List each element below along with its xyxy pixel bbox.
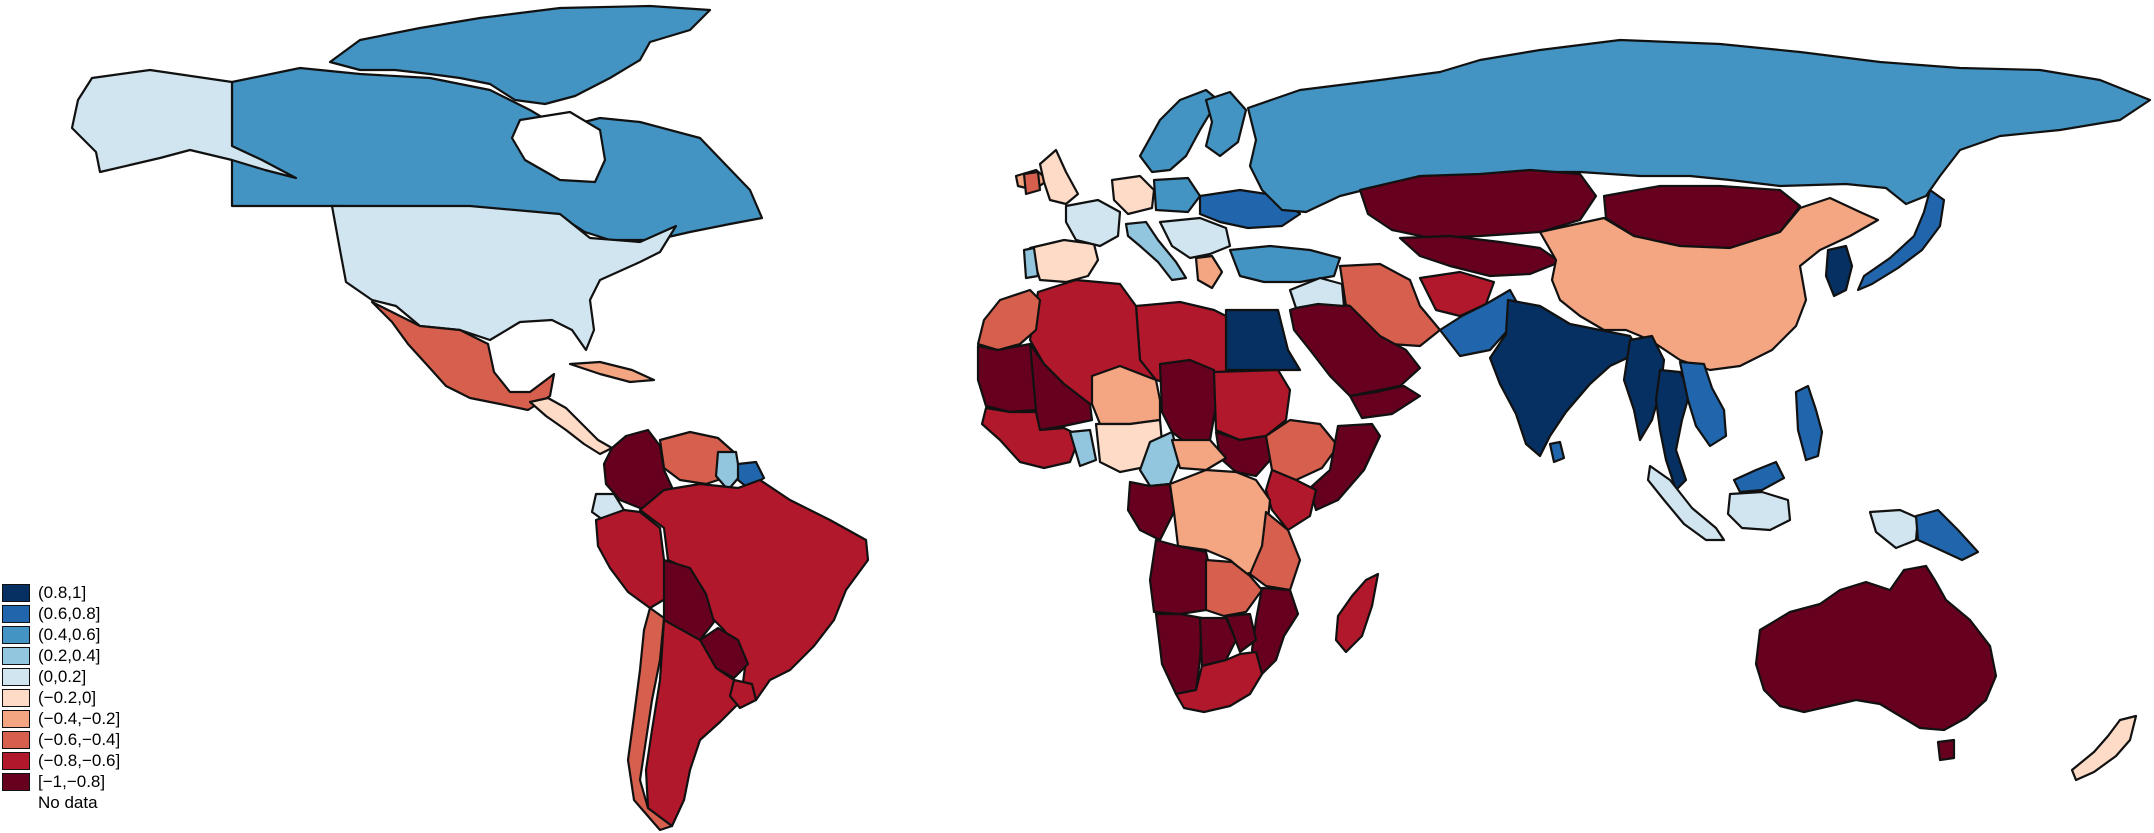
morocco-region — [976, 288, 1042, 352]
legend-item: (0.2,0.4] — [0, 646, 220, 667]
botswana-region — [1198, 616, 1238, 668]
poland-region — [1152, 176, 1202, 214]
central-america-region — [528, 396, 614, 456]
legend-label: (−0.8,−0.6] — [38, 751, 121, 770]
legend-item: (−0.2,0] — [0, 688, 220, 709]
legend-item: [−1,−0.8] — [0, 772, 220, 793]
usa-region — [330, 204, 678, 352]
russia-region — [1246, 38, 2152, 214]
legend-item: No data — [0, 793, 220, 814]
angola-region — [1148, 538, 1214, 616]
legend-swatch — [2, 584, 30, 602]
yemen-region — [1348, 384, 1422, 420]
legend-item: (0,0.2] — [0, 667, 220, 688]
legend-swatch — [2, 626, 30, 644]
legend-swatch — [2, 647, 30, 665]
papua-new-guinea-region — [1914, 508, 1980, 562]
greece-region — [1194, 254, 1224, 290]
legend-swatch — [2, 731, 30, 749]
legend-label: (−0.2,0] — [38, 688, 97, 707]
alaska-region — [70, 68, 298, 180]
central-african-republic-region — [1170, 438, 1228, 472]
legend-swatch — [2, 689, 30, 707]
legend-swatch — [2, 773, 30, 791]
myanmar-region — [1622, 334, 1666, 442]
legend-label: (0.4,0.6] — [38, 625, 101, 644]
legend-item: (0.6,0.8] — [0, 604, 220, 625]
legend-label: (0,0.2] — [38, 667, 87, 686]
legend-swatch — [2, 752, 30, 770]
japan-region — [1856, 188, 1946, 292]
legend-label: (0.8,1] — [38, 583, 87, 602]
australia-region — [1754, 564, 1998, 732]
legend-item: (−0.8,−0.6] — [0, 751, 220, 772]
uk-region — [1038, 148, 1080, 206]
zambia-region — [1204, 558, 1264, 618]
sudan-region — [1212, 368, 1292, 442]
india-region — [1488, 298, 1642, 458]
legend-swatch-no-data — [2, 794, 30, 812]
cuba-region — [568, 360, 656, 384]
legend-label: [−1,−0.8] — [38, 772, 106, 791]
south-africa-region — [1174, 650, 1264, 714]
sumatra-region — [1646, 464, 1726, 542]
balkans-region — [1158, 216, 1232, 260]
south-sudan-region — [1214, 430, 1274, 478]
map-legend: (0.8,1] (0.6,0.8] (0.4,0.6] (0.2,0.4] (0… — [0, 583, 220, 814]
legend-swatch — [2, 710, 30, 728]
legend-label: No data — [38, 793, 98, 812]
kazakhstan-region — [1358, 168, 1598, 240]
egypt-region — [1224, 308, 1302, 372]
mexico-region — [370, 300, 556, 412]
tanzania-region — [1248, 510, 1302, 592]
malaysia-region — [1732, 460, 1786, 494]
namibia-region — [1154, 612, 1204, 696]
legend-swatch — [2, 605, 30, 623]
uruguay-region — [728, 678, 758, 710]
sri-lanka-region — [1548, 440, 1566, 464]
central-asia-region — [1398, 234, 1562, 278]
west-new-guinea-region — [1868, 508, 1920, 550]
legend-label: (−0.4,−0.2] — [38, 709, 121, 728]
spain-region — [1028, 238, 1100, 284]
hudson-bay — [510, 110, 607, 184]
legend-item: (−0.4,−0.2] — [0, 709, 220, 730]
guyana-region — [714, 450, 742, 492]
philippines-region — [1794, 384, 1824, 462]
france-region — [1064, 198, 1122, 248]
legend-item: (−0.6,−0.4] — [0, 730, 220, 751]
turkey-region — [1228, 244, 1342, 284]
finland-region — [1204, 90, 1248, 158]
gabon-congo-region — [1126, 480, 1176, 542]
legend-item: (0.8,1] — [0, 583, 220, 604]
argentina-region — [644, 618, 744, 828]
iraq-syria-region — [1288, 276, 1346, 310]
new-zealand-region — [2070, 714, 2138, 782]
greenland-region — [328, 4, 712, 106]
vietnam-region — [1678, 360, 1728, 448]
portugal-region — [1022, 246, 1040, 280]
ghana-togo-region — [1068, 428, 1098, 468]
zimbabwe-region — [1224, 612, 1258, 654]
legend-label: (−0.6,−0.4] — [38, 730, 121, 749]
legend-label: (0.6,0.8] — [38, 604, 101, 623]
korea-region — [1824, 244, 1854, 298]
ireland-region — [1022, 170, 1042, 196]
madagascar-region — [1334, 572, 1380, 654]
legend-label: (0.2,0.4] — [38, 646, 101, 665]
tasmania-region — [1936, 738, 1956, 762]
legend-item: (0.4,0.6] — [0, 625, 220, 646]
somalia-region — [1308, 422, 1382, 512]
china-region — [1538, 196, 1880, 372]
germany-region — [1110, 174, 1156, 216]
legend-swatch — [2, 668, 30, 686]
italy-region — [1124, 220, 1188, 282]
borneo-region — [1726, 490, 1792, 532]
kenya-region — [1264, 468, 1318, 532]
